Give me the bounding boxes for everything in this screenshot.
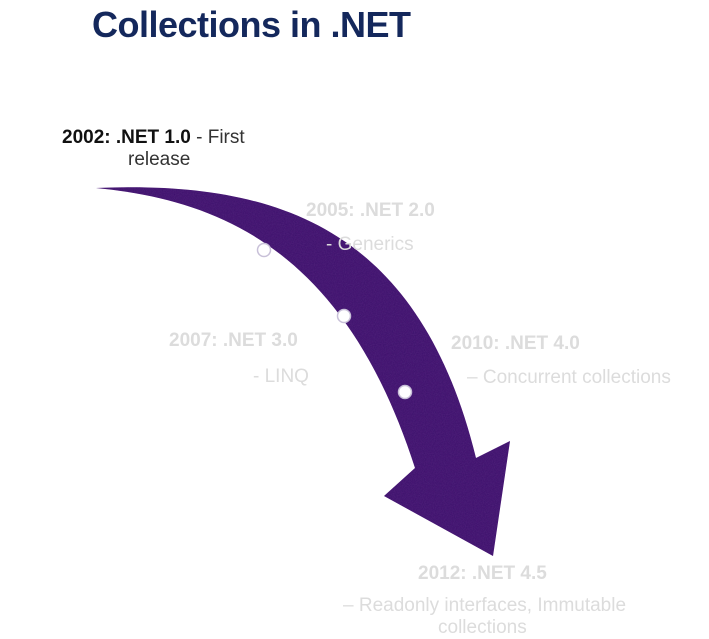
milestone-year: 2005: .NET 2.0	[306, 200, 435, 221]
milestone-2010: 2010: .NET 4.0 – Concurrent collections	[451, 333, 671, 389]
timeline-dot-2007	[336, 308, 352, 324]
timeline-dot-2010	[397, 384, 413, 400]
milestone-2007: 2007: .NET 3.0 - LINQ	[169, 330, 309, 388]
milestone-2002: 2002: .NET 1.0 - First release	[62, 127, 245, 171]
milestone-year: 2007: .NET 3.0	[169, 330, 298, 351]
milestone-desc-continued: release	[128, 149, 191, 170]
milestone-year: 2010: .NET 4.0	[451, 333, 580, 354]
slide-title: Collections in .NET	[92, 4, 411, 45]
milestone-year: 2002: .NET 1.0	[62, 127, 191, 148]
milestone-2012: 2012: .NET 4.5 – Readonly interfaces, Im…	[343, 563, 626, 639]
arrow-body	[96, 187, 510, 556]
timeline-dot-2005	[256, 242, 272, 258]
milestone-year: 2012: .NET 4.5	[418, 563, 547, 584]
milestone-desc: - First	[196, 127, 245, 148]
milestone-desc: – Readonly interfaces, Immutable	[343, 595, 627, 616]
milestone-desc: - LINQ	[253, 366, 309, 387]
milestone-2005: 2005: .NET 2.0 - Generics	[306, 200, 435, 256]
milestone-desc: – Concurrent collections	[467, 367, 671, 388]
milestone-desc: - Generics	[326, 234, 414, 255]
milestone-desc-continued: collections	[438, 617, 527, 638]
